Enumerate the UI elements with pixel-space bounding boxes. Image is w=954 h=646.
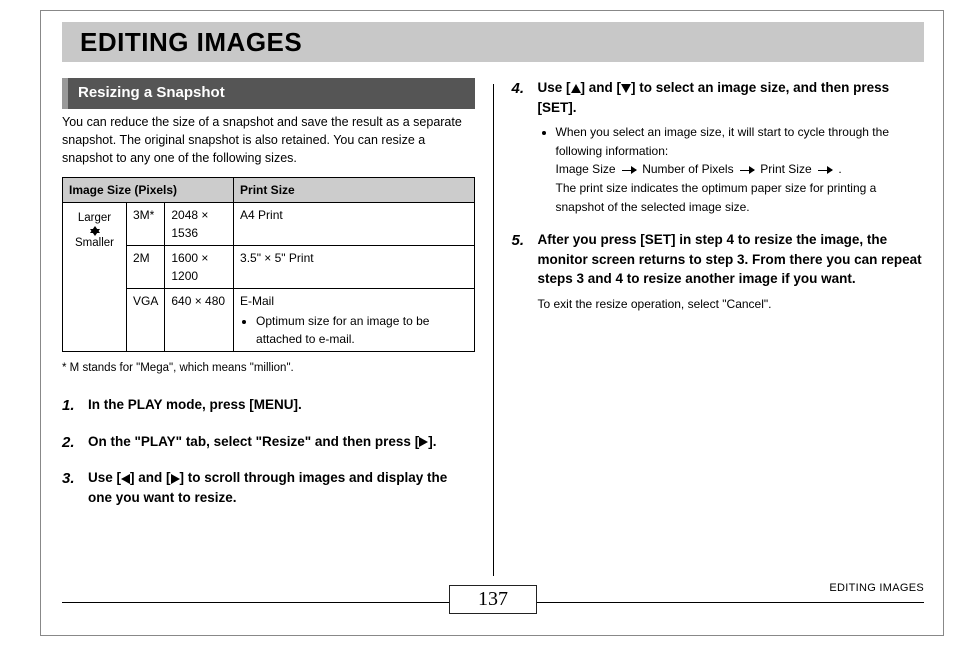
table-row: Larger Smaller 3M* 2048 × 1536 A4 Print: [63, 202, 475, 245]
step-sub: When you select an image size, it will s…: [538, 123, 925, 216]
seq-part: Image Size: [556, 162, 616, 176]
triangle-down-icon: [621, 84, 631, 93]
step-text: After you press [SET] in step 4 to resiz…: [538, 230, 925, 289]
arrow-right-icon: [622, 170, 636, 171]
scale-cell: Larger Smaller: [63, 202, 127, 351]
scale-larger-label: Larger: [78, 210, 111, 227]
step-bullet: When you select an image size, it will s…: [556, 123, 925, 216]
step-text: Use [] and [] to select an image size, a…: [538, 78, 925, 117]
footer-line: [62, 602, 450, 603]
th-print-size: Print Size: [234, 177, 474, 202]
step-1: 1. In the PLAY mode, press [MENU].: [62, 395, 475, 418]
footer-section-label: EDITING IMAGES: [821, 582, 924, 594]
th-image-size: Image Size (Pixels): [63, 177, 234, 202]
triangle-right-icon: [419, 437, 428, 447]
step-number: 3.: [62, 468, 80, 507]
text-part: When you select an image size, it will s…: [556, 125, 890, 158]
step-text: Use [] and [] to scroll through images a…: [88, 468, 475, 507]
step-5: 5. After you press [SET] in step 4 to re…: [512, 230, 925, 313]
text-part: ] and [: [581, 80, 622, 95]
text-part: On the "PLAY" tab, select "Resize" and t…: [88, 434, 419, 449]
text-part: ] and [: [130, 470, 171, 485]
step-3: 3. Use [] and [] to scroll through image…: [62, 468, 475, 507]
right-column: 4. Use [] and [] to select an image size…: [494, 78, 925, 576]
step-number: 4.: [512, 78, 530, 216]
seq-part: Print Size: [760, 162, 811, 176]
triangle-right-icon: [171, 474, 180, 484]
page-title: EDITING IMAGES: [80, 27, 302, 58]
triangle-up-icon: [571, 84, 581, 93]
intro-text: You can reduce the size of a snapshot an…: [62, 113, 475, 167]
cell-pixels: 1600 × 1200: [165, 245, 234, 288]
cell-print: A4 Print: [234, 202, 474, 245]
arrow-right-icon: [818, 170, 832, 171]
step-text: On the "PLAY" tab, select "Resize" and t…: [88, 432, 475, 452]
text-part: ].: [428, 434, 436, 449]
footnote: * M stands for "Mega", which means "mill…: [62, 360, 475, 377]
section-header: Resizing a Snapshot: [62, 78, 475, 109]
step-number: 2.: [62, 432, 80, 455]
text-part: The print size indicates the optimum pap…: [556, 181, 877, 214]
step-number: 1.: [62, 395, 80, 418]
cell-label: VGA: [127, 288, 165, 351]
text-part: Use [: [538, 80, 571, 95]
content-columns: Resizing a Snapshot You can reduce the s…: [62, 78, 924, 576]
cell-label: 2M: [127, 245, 165, 288]
footer-line: [536, 602, 924, 603]
size-table: Image Size (Pixels) Print Size Larger Sm…: [62, 177, 475, 352]
seq-part: .: [838, 162, 841, 176]
cell-label: 3M*: [127, 202, 165, 245]
scale-smaller-label: Smaller: [75, 235, 114, 252]
triangle-left-icon: [121, 474, 130, 484]
print-title: E-Mail: [240, 294, 274, 308]
step-2: 2. On the "PLAY" tab, select "Resize" an…: [62, 432, 475, 455]
cell-pixels: 2048 × 1536: [165, 202, 234, 245]
step-note: To exit the resize operation, select "Ca…: [538, 295, 925, 314]
arrow-right-icon: [740, 170, 754, 171]
left-column: Resizing a Snapshot You can reduce the s…: [62, 78, 493, 576]
step-4: 4. Use [] and [] to select an image size…: [512, 78, 925, 216]
step-text: In the PLAY mode, press [MENU].: [88, 395, 475, 415]
cell-print: E-Mail Optimum size for an image to be a…: [234, 288, 474, 351]
cell-pixels: 640 × 480: [165, 288, 234, 351]
print-bullet: Optimum size for an image to be attached…: [256, 312, 467, 348]
page-number: 137: [449, 585, 537, 614]
text-part: Use [: [88, 470, 121, 485]
page-title-bar: EDITING IMAGES: [62, 22, 924, 62]
page-footer: EDITING IMAGES 137: [62, 592, 924, 624]
table-header-row: Image Size (Pixels) Print Size: [63, 177, 475, 202]
seq-part: Number of Pixels: [642, 162, 733, 176]
cell-print: 3.5" × 5" Print: [234, 245, 474, 288]
step-number: 5.: [512, 230, 530, 313]
